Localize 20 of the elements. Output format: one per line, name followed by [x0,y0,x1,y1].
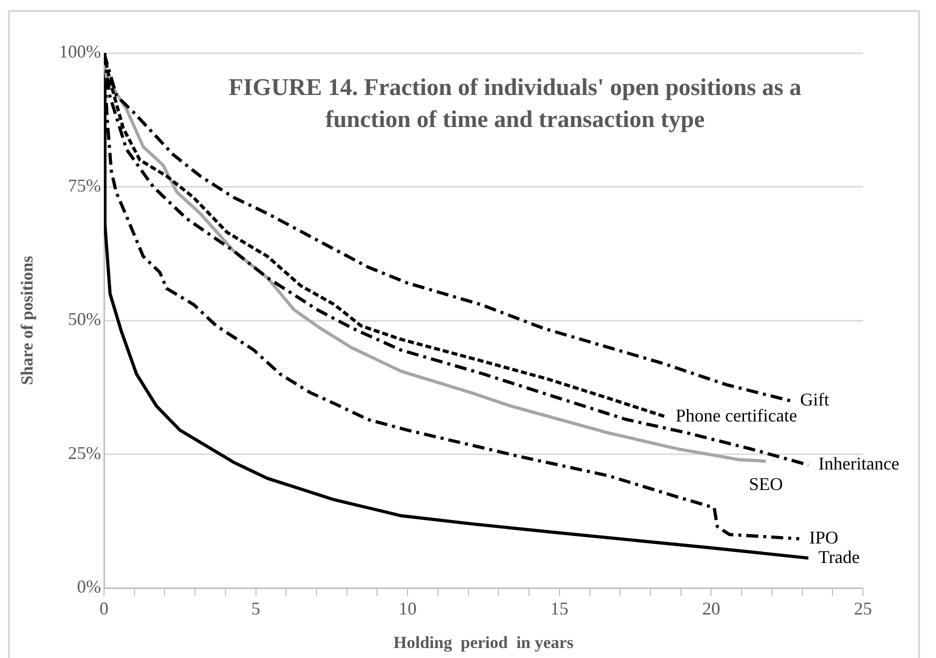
y-tick-label: 75% [68,175,101,196]
text: FIGURE 14. Fraction of individuals' open positions as a function of time and transaction type [228,74,802,135]
x-tick-label: 10 [398,598,417,619]
y-tick-label: 0% [77,576,101,597]
series-label: Trade [818,546,860,567]
x-tick-label: 20 [702,598,720,619]
x-tick-label: 0 [100,598,108,619]
y-axis-title: Share of positions [18,256,37,386]
y-tick-label: 50% [68,309,101,330]
x-tick-label: 5 [251,598,260,619]
x-axis-title: Holding period in years [394,633,574,652]
y-tick-label: 25% [68,442,101,463]
series-label: SEO [748,474,783,494]
y-tick-label: 100% [59,42,101,62]
series-label: IPO [809,528,838,548]
x-tick-label: 15 [550,598,568,619]
series-label: Gift [800,389,830,410]
x-tick-label: 25 [854,598,872,619]
series-label: Phone certificate [676,406,798,426]
series-label: Inheritance [818,454,900,474]
